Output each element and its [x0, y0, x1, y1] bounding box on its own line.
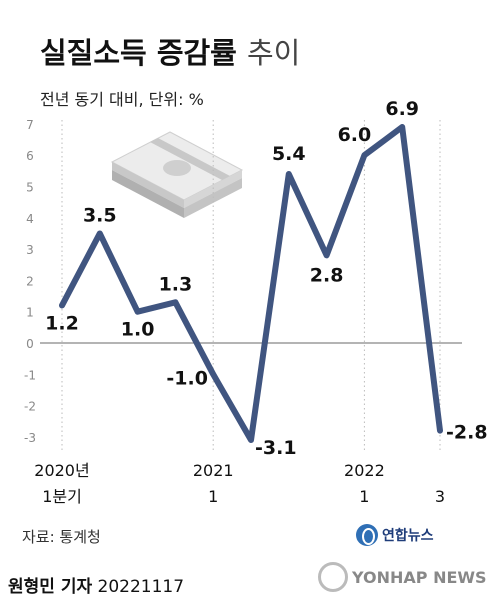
- x-tick-label: 2020년: [34, 461, 89, 480]
- reporter-credit: 원형민 기자 20221117: [8, 572, 184, 597]
- x-tick-label: 3: [435, 487, 445, 506]
- data-label: 6.9: [385, 98, 419, 120]
- watermark-logo-icon: [318, 562, 348, 592]
- x-tick-label: 2022: [344, 461, 385, 480]
- y-tick-label: 4: [26, 212, 34, 226]
- y-tick-label: -1: [24, 368, 36, 382]
- yonhap-logo-icon: [356, 524, 378, 546]
- money-bundle-icon: [110, 131, 244, 218]
- y-tick-label: 7: [26, 118, 34, 132]
- reporter-name: 원형민 기자: [8, 577, 93, 597]
- x-tick-label: 1: [208, 487, 218, 506]
- watermark-text: YONHAP NEWS: [352, 567, 487, 587]
- title-bold: 실질소득 증감률: [40, 36, 237, 70]
- data-label: 5.4: [272, 143, 306, 165]
- data-label: 2.8: [310, 264, 344, 286]
- x-tick-label: 1: [359, 487, 369, 506]
- yonhap-logo: 연합뉴스: [356, 524, 434, 546]
- x-tick-label: 2021: [193, 461, 234, 480]
- series-line: [59, 124, 443, 444]
- data-label: -1.0: [166, 367, 208, 389]
- reporter-date: 20221117: [97, 577, 185, 597]
- y-tick-label: -2: [24, 400, 36, 414]
- unit-label: 전년 동기 대비, 단위: %: [40, 90, 204, 109]
- y-tick-label: 0: [26, 337, 34, 351]
- data-label: 1.2: [45, 312, 79, 334]
- source-label: 자료: 통계청: [22, 528, 101, 546]
- y-tick-label: -3: [24, 431, 36, 445]
- x-tick-label: 1분기: [42, 487, 82, 506]
- line-chart: -3 -2 -1 0 1 2 3 4 5 6 7 2020년 1분기 2021 1 2022 1 3 1.2 3.5…: [24, 98, 488, 506]
- data-label: 1.3: [159, 273, 193, 295]
- data-label: -2.8: [446, 422, 488, 444]
- data-label: 3.5: [83, 204, 117, 226]
- data-label: 6.0: [338, 124, 372, 146]
- watermark: YONHAP NEWS: [318, 558, 490, 596]
- data-label: -3.1: [255, 437, 297, 459]
- page-title: 실질소득 증감률 추이: [40, 30, 300, 72]
- y-tick-label: 1: [26, 306, 34, 320]
- y-tick-label: 3: [26, 243, 34, 257]
- title-light: 추이: [246, 36, 301, 70]
- y-tick-label: 2: [26, 274, 34, 288]
- logo-text: 연합뉴스: [382, 528, 434, 544]
- y-tick-label: 6: [26, 149, 34, 163]
- y-tick-label: 5: [26, 181, 34, 195]
- data-label: 1.0: [121, 319, 155, 341]
